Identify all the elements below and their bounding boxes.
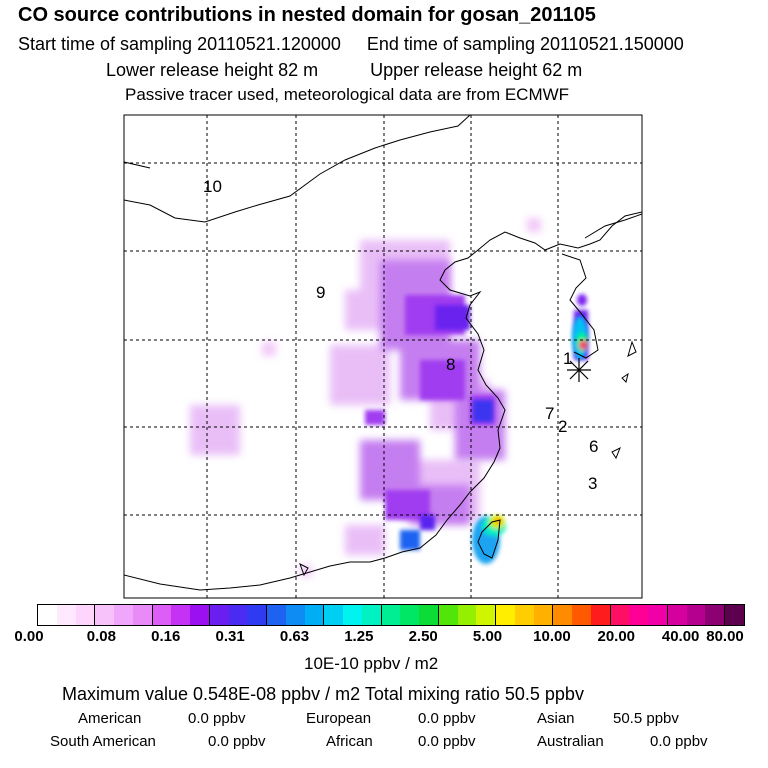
colorbar-segment — [400, 605, 419, 625]
max-value-line: Maximum value 0.548E-08 ppbv / m2 Total … — [62, 684, 584, 704]
colorbar-tick-label: 0.08 — [86, 628, 116, 645]
start-time: Start time of sampling 20110521.120000 — [18, 34, 341, 54]
colorbar-segment — [132, 605, 153, 625]
colorbar-segment — [572, 605, 591, 625]
receptor-marker-icon — [567, 358, 591, 382]
colorbar-segment — [667, 605, 687, 625]
colorbar-segment — [285, 605, 305, 625]
upper-height: Upper release height 62 m — [370, 60, 583, 80]
region-label-6: 6 — [589, 437, 598, 456]
asian-label: Asian — [537, 710, 575, 727]
south-american-label: South American — [50, 733, 156, 750]
colorbar-segment — [610, 605, 630, 625]
sampling-times: Start time of sampling 20110521.120000 En… — [18, 34, 684, 55]
lat-lon-grid — [124, 115, 642, 598]
colorbar-segment — [361, 605, 382, 625]
colorbar-segment — [247, 605, 267, 625]
asian-value: 50.5 ppbv — [613, 710, 679, 727]
colorbar-segment — [190, 605, 210, 625]
colorbar-tick-label: 0.31 — [215, 628, 245, 645]
coastlines — [124, 115, 642, 591]
colorbar-segment — [75, 605, 96, 625]
colorbar-segment — [114, 605, 133, 625]
colorbar-tick-label: 80.00 — [706, 628, 744, 645]
colorbar-segment — [496, 605, 515, 625]
chart-title: CO source contributions in nested domain… — [18, 4, 596, 26]
colorbar-segment — [514, 605, 534, 625]
region-label-8: 8 — [446, 355, 455, 374]
south-american-value: 0.0 ppbv — [208, 733, 266, 750]
colorbar-segment — [476, 605, 496, 625]
source-contribution-map: 10 9 8 1 7 2 6 3 — [123, 114, 643, 599]
colorbar-tick-label: 0.16 — [151, 628, 181, 645]
region-label-1: 1 — [563, 349, 572, 368]
colorbar-units: 10E-10 ppbv / m2 — [304, 654, 439, 673]
colorbar-tick-label: 20.00 — [597, 628, 636, 645]
colorbar-segment — [304, 605, 325, 625]
region-label-10: 10 — [203, 177, 222, 196]
african-value: 0.0 ppbv — [418, 733, 476, 750]
colorbar-segment — [171, 605, 190, 625]
region-label-7: 7 — [545, 404, 554, 423]
colorbar-tick-label: 2.50 — [408, 628, 438, 645]
australian-value: 0.0 ppbv — [650, 733, 708, 750]
colorbar-tick-label: 40.00 — [661, 628, 700, 645]
colorbar-segment — [267, 605, 286, 625]
american-value: 0.0 ppbv — [188, 710, 246, 727]
colorbar-segment — [381, 605, 401, 625]
colorbar-tick-label: 10.00 — [533, 628, 571, 645]
colorbar-segment — [533, 605, 554, 625]
colorbar-segment — [324, 605, 343, 625]
african-label: African — [326, 733, 373, 750]
colorbar-tick-label: 5.00 — [472, 628, 503, 645]
release-heights: Lower release height 82 m Upper release h… — [106, 60, 582, 81]
colorbar-tick-label: 0.63 — [279, 628, 310, 645]
colorbar-segment — [419, 605, 439, 625]
colorbar-segment — [56, 605, 76, 625]
colorbar-segment — [38, 605, 57, 625]
region-label-2: 2 — [558, 417, 567, 436]
american-label: American — [78, 710, 142, 727]
european-value: 0.0 ppbv — [418, 710, 476, 727]
colorbar-segment — [686, 605, 706, 625]
european-label: European — [306, 710, 372, 727]
colorbar-segment — [152, 605, 172, 625]
concentration-field — [190, 218, 588, 577]
colorbar-tick-label: 0.00 — [14, 628, 44, 645]
region-label-9: 9 — [316, 283, 325, 302]
colorbar-segment — [648, 605, 668, 625]
colorbar-tick-label: 1.25 — [344, 628, 374, 645]
tracer-note: Passive tracer used, meteorological data… — [125, 85, 570, 104]
colorbar-segment — [438, 605, 458, 625]
colorbar-segment — [590, 605, 611, 625]
colorbar-segment — [629, 605, 648, 625]
australian-label: Australian — [537, 733, 604, 750]
lower-height: Lower release height 82 m — [106, 60, 319, 80]
end-time: End time of sampling 20110521.150000 — [366, 34, 684, 54]
colorbar-segment — [725, 605, 744, 625]
colorbar-segment — [228, 605, 248, 625]
colorbar-segment — [553, 605, 572, 625]
colorbar-segment — [457, 605, 477, 625]
colorbar-segment — [705, 605, 725, 625]
colorbar — [37, 604, 745, 626]
region-label-3: 3 — [588, 474, 597, 493]
colorbar-segment — [95, 605, 114, 625]
colorbar-segment — [343, 605, 362, 625]
colorbar-segment — [209, 605, 229, 625]
